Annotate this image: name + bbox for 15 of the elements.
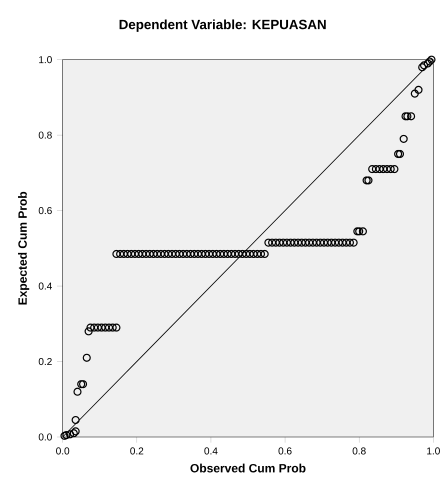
x-tick-label: 0.6 bbox=[278, 447, 292, 454]
x-tick-label: 0.2 bbox=[130, 447, 144, 454]
y-tick-label: 0.6 bbox=[38, 207, 52, 214]
y-tick-label: 0.4 bbox=[38, 282, 52, 290]
y-tick-label: 0.0 bbox=[38, 433, 52, 441]
x-tick-label: 0.8 bbox=[352, 447, 366, 454]
x-tick-label: 0.0 bbox=[56, 447, 70, 454]
x-axis-title: Observed Cum Prob bbox=[190, 464, 306, 472]
chart-title: Dependent Variable: KEPUASAN bbox=[120, 19, 326, 32]
y-axis-title: Expected Cum Prob bbox=[18, 192, 30, 305]
x-tick-label: 0.4 bbox=[204, 447, 218, 454]
y-tick-label: 1.0 bbox=[39, 56, 52, 64]
y-tick-label: 0.2 bbox=[38, 358, 52, 366]
x-tick-label: 1.0 bbox=[427, 447, 440, 454]
y-tick-label: 0.8 bbox=[38, 132, 52, 139]
